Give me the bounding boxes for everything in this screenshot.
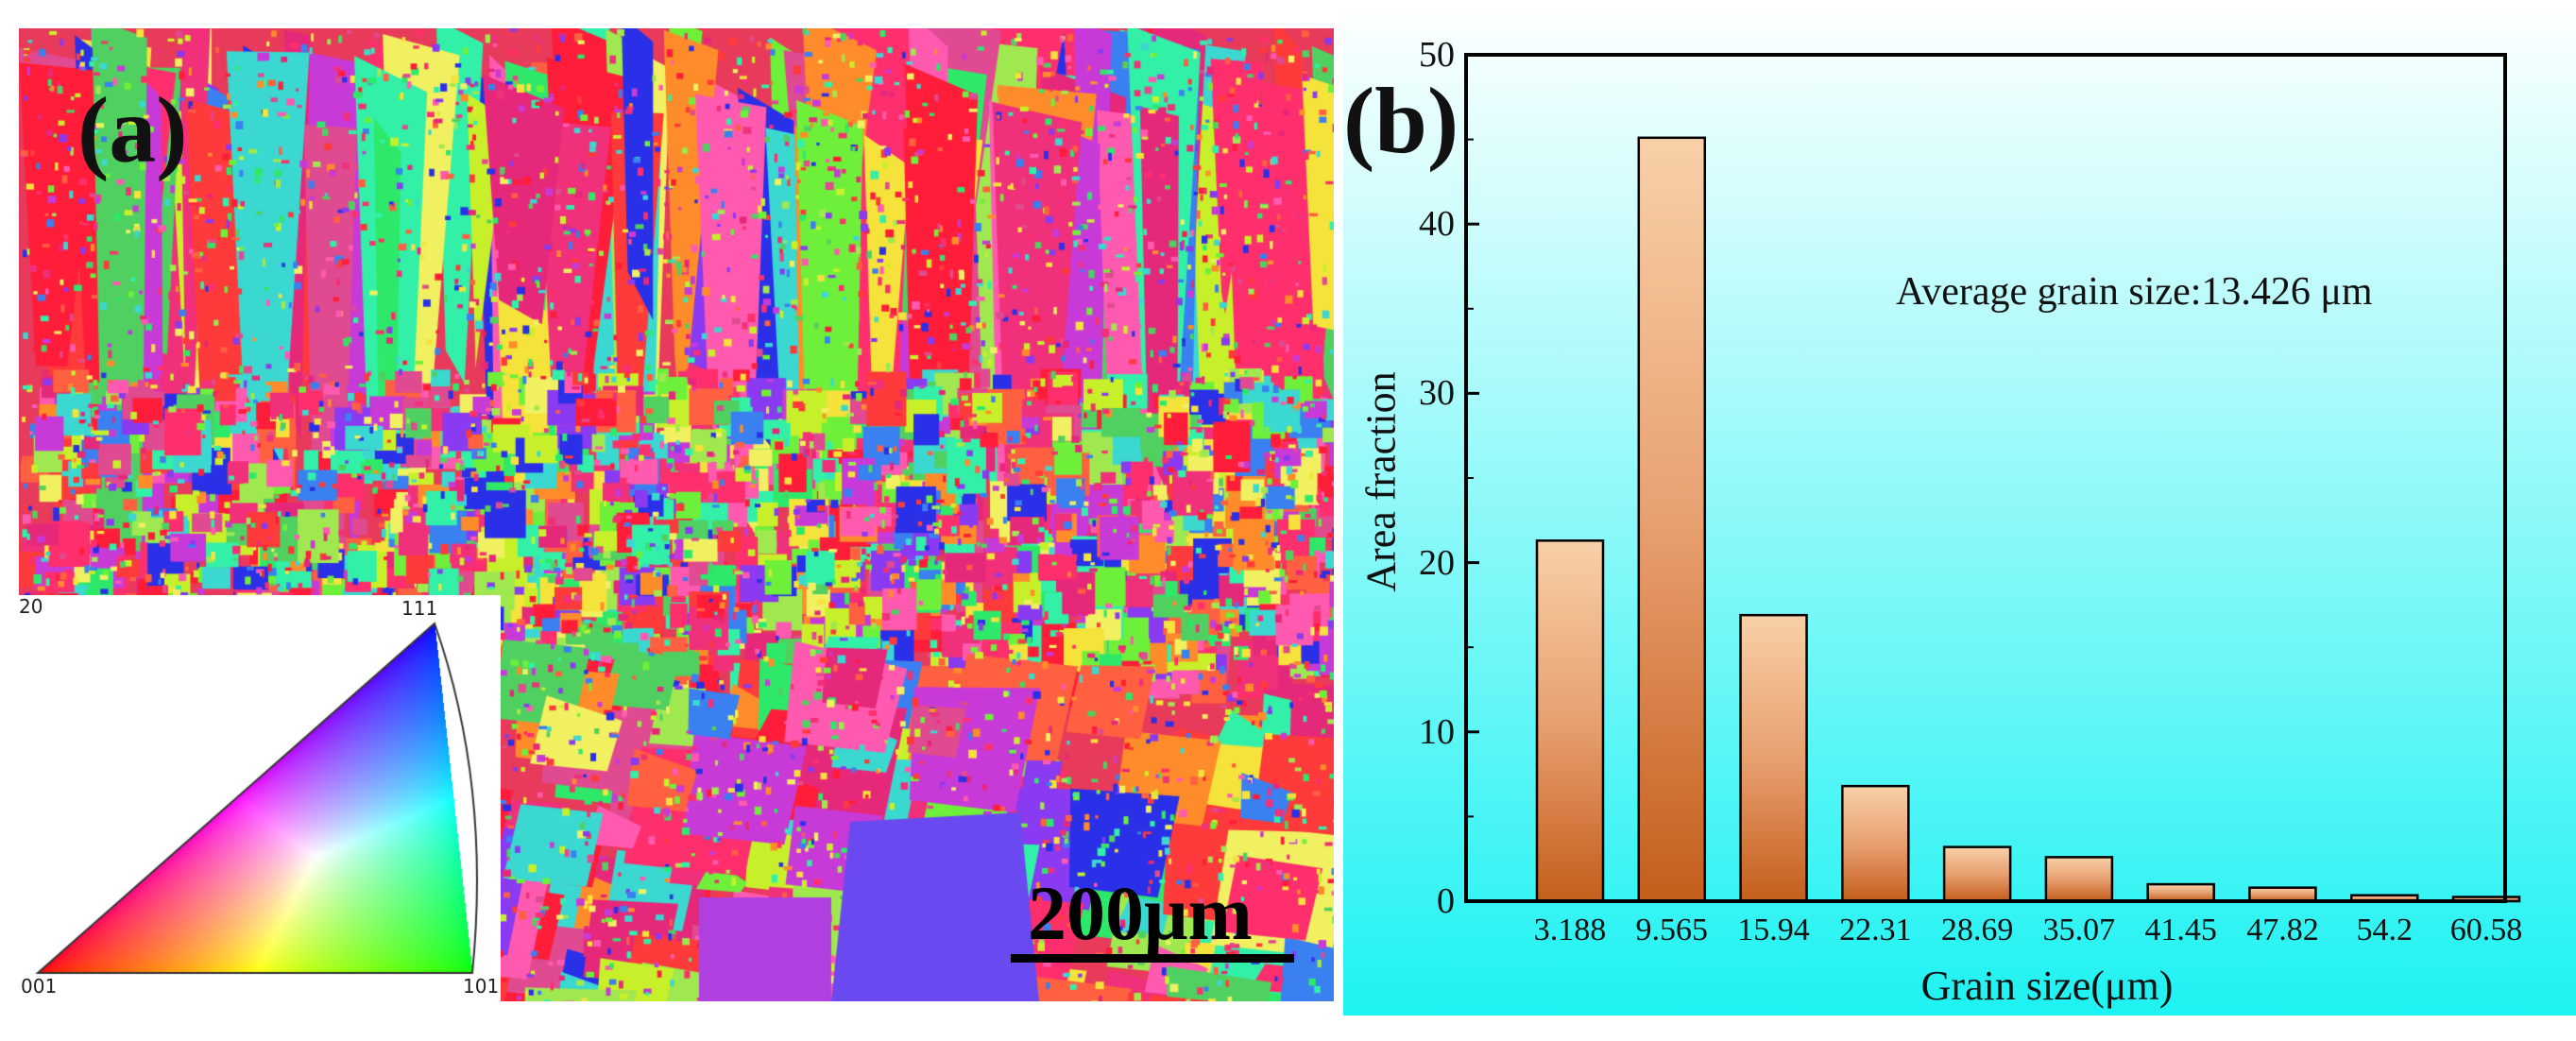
x-tick-label: 60.58 <box>2449 913 2523 947</box>
bar-41.45 <box>2146 882 2215 903</box>
axis-ticks <box>1466 53 1479 903</box>
grain-size-histogram-panel: (b) Average grain size:13.426 μm Area fr… <box>1343 0 2576 1041</box>
x-tick-label: 41.45 <box>2144 913 2217 947</box>
ebsd-ipf-map-panel: 20 111 001 101 (a) 200μm <box>19 28 1334 1001</box>
x-tick-label: 9.565 <box>1635 913 1709 947</box>
bar-22.31 <box>1841 784 1910 903</box>
bars-group <box>1535 136 2521 903</box>
ipf-edge-label: 20 <box>19 595 43 618</box>
average-grain-size-annotation: Average grain size:13.426 μm <box>1896 270 2373 314</box>
y-tick-label: 10 <box>1419 711 1455 752</box>
ipf-color-key: 20 111 001 101 <box>19 595 501 1001</box>
bar-chart <box>1343 0 2576 1015</box>
x-tick-label: 47.82 <box>2246 913 2319 947</box>
ipf-101-label: 101 <box>463 975 500 998</box>
x-tick-label: 22.31 <box>1839 913 1912 947</box>
bar-15.94 <box>1739 613 1808 903</box>
y-tick-label: 50 <box>1419 35 1455 75</box>
y-tick-label: 30 <box>1419 373 1455 414</box>
panel-a-label: (a) <box>77 77 188 182</box>
bar-47.82 <box>2248 886 2317 903</box>
y-tick-label: 40 <box>1419 204 1455 245</box>
bar-28.69 <box>1942 845 2012 903</box>
ipf-triangle <box>19 595 501 1001</box>
bar-9.565 <box>1637 136 1707 903</box>
ipf-111-label: 111 <box>401 597 438 620</box>
y-tick-label: 0 <box>1437 881 1455 921</box>
bar-35.07 <box>2044 856 2114 903</box>
x-axis-label: Grain size(μm) <box>1920 963 2174 1009</box>
panel-b-label: (b) <box>1343 68 1459 173</box>
scale-bar <box>1011 954 1294 963</box>
scale-bar-label: 200μm <box>1028 870 1253 956</box>
x-tick-label: 54.2 <box>2356 913 2413 947</box>
x-tick-label: 3.188 <box>1533 913 1607 947</box>
x-tick-label: 28.69 <box>1940 913 2014 947</box>
x-tick-label: 15.94 <box>1737 913 1810 947</box>
y-tick-label: 20 <box>1419 542 1455 583</box>
ipf-001-label: 001 <box>21 975 58 998</box>
bar-3.188 <box>1535 539 1605 903</box>
x-tick-label: 35.07 <box>2042 913 2116 947</box>
